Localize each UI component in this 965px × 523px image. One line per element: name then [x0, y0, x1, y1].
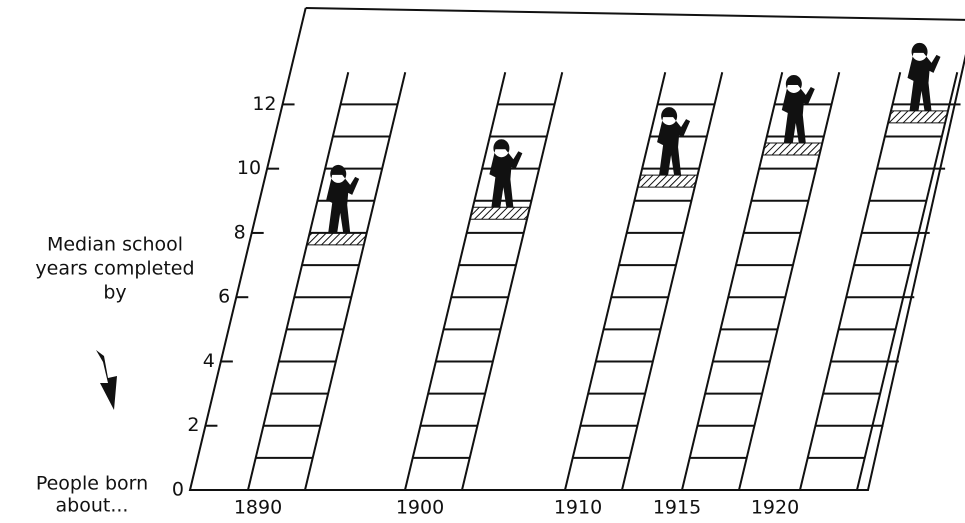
platform	[470, 207, 530, 219]
climber	[908, 43, 941, 111]
climber	[782, 75, 815, 143]
x-axis-label: People born	[36, 473, 148, 495]
ladder-rail	[462, 72, 562, 490]
axis-top	[306, 8, 965, 20]
y-tick-label: 4	[203, 350, 215, 372]
ladder-rail	[405, 72, 505, 490]
y-tick-label: 0	[172, 479, 184, 501]
y-tick-label: 12	[252, 93, 276, 115]
ladder-rail	[682, 72, 782, 490]
ladder	[565, 72, 722, 490]
platform	[762, 143, 822, 155]
ladder-rail	[248, 72, 348, 490]
y-tick-label: 6	[218, 286, 230, 308]
climber	[657, 107, 690, 175]
climber	[489, 139, 522, 207]
ladder-rail	[305, 72, 405, 490]
platform	[307, 233, 367, 245]
y-tick-label: 10	[237, 157, 261, 179]
climber	[326, 165, 359, 233]
ladder	[800, 43, 957, 490]
x-tick-label: 1910	[554, 497, 602, 519]
platform	[638, 175, 698, 187]
ladder	[248, 72, 405, 490]
platform	[888, 111, 948, 123]
ladder-rail	[565, 72, 665, 490]
arrow	[96, 350, 117, 410]
y-tick-label: 8	[234, 221, 246, 243]
ladder	[405, 72, 562, 490]
y-tick-label: 2	[187, 414, 199, 436]
ladder-rail	[800, 72, 900, 490]
x-axis-label: about...	[56, 495, 129, 517]
y-axis-label: Median school	[47, 234, 183, 256]
chart: 0 2 4 6 8 10 12 Median schoolyears completedby P…	[0, 0, 965, 523]
x-tick-label: 1900	[396, 497, 444, 519]
y-axis-label: by	[103, 282, 126, 304]
y-axis-label: years completed	[35, 258, 194, 280]
x-tick-label: 1920	[751, 497, 799, 519]
x-tick-label: 1890	[234, 497, 282, 519]
x-tick-label: 1915	[653, 497, 701, 519]
ladder-rail	[857, 72, 957, 490]
